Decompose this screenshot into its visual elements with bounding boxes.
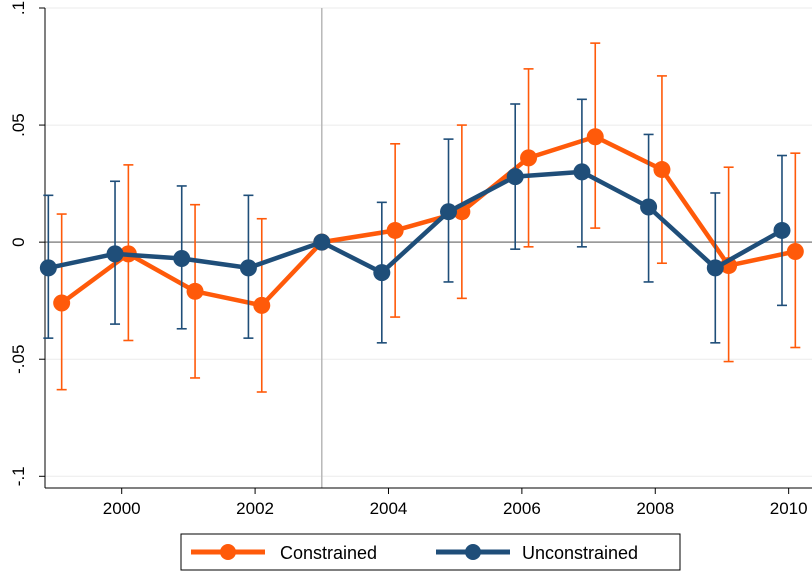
series-layer [39,42,804,393]
y-tick-label: -.1 [9,466,28,486]
data-point [506,168,524,186]
data-point [173,250,191,268]
series-line [60,134,796,308]
x-tick-label: 2002 [236,499,274,518]
legend-label-constrained: Constrained [280,543,377,563]
data-point [313,233,331,251]
data-point [186,282,204,300]
data-point [586,128,604,146]
series-unconstrained [39,98,791,344]
x-tick-label: 2010 [770,499,808,518]
data-point [520,149,538,167]
data-point [106,245,124,263]
x-tick-label: 2004 [370,499,408,518]
data-point [573,163,591,181]
data-point [640,198,658,216]
y-tick-label: .1 [9,1,28,15]
data-point [706,259,724,277]
axes: -.1 -.05 0 .05 .1 2000 2002 2004 2006 2008 2010 [9,1,812,518]
legend: Constrained Unconstrained [180,533,681,571]
y-tick-label: .05 [9,113,28,137]
reference-lines [45,8,812,488]
data-point [653,161,671,179]
x-tick-label: 2008 [636,499,674,518]
x-tick-label: 2000 [103,499,141,518]
data-point [53,294,71,312]
data-point [373,264,391,282]
series-line [47,169,784,275]
legend-swatch-marker [220,544,236,560]
data-point [239,259,257,277]
data-point [253,296,271,314]
data-point [39,259,57,277]
series-constrained [53,42,804,393]
data-point [440,203,458,221]
y-tick-label: 0 [9,237,28,246]
legend-label-unconstrained: Unconstrained [522,543,638,563]
x-tick-label: 2006 [503,499,541,518]
data-point [773,221,791,239]
y-tick-label: -.05 [9,345,28,374]
legend-swatch-marker [465,544,481,560]
data-point [386,221,404,239]
data-point [786,243,804,261]
